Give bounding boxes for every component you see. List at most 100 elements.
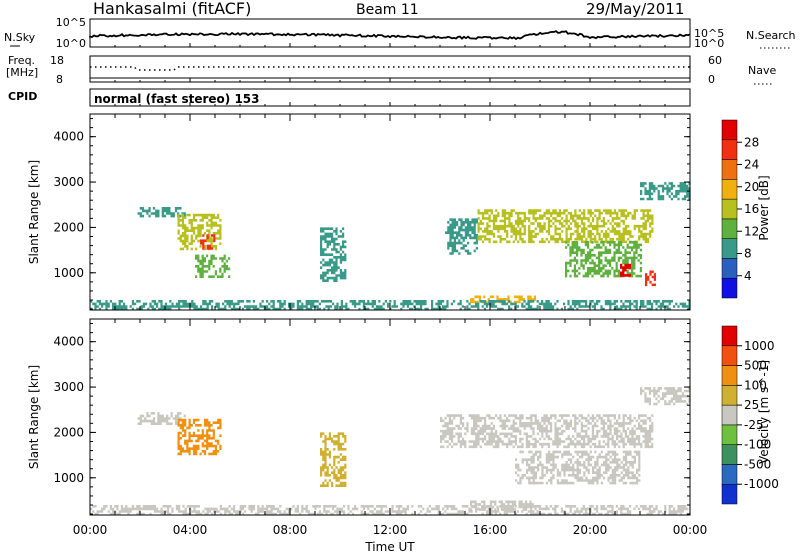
y-tick-label: 4000 [53, 335, 84, 349]
colorbar-swatch [721, 179, 738, 200]
noise-right-tick-top: 10^5 [694, 27, 724, 40]
x-tick-label: 08:00 [273, 523, 308, 537]
y-tick-label: 3000 [53, 175, 84, 189]
data-region-1 [177, 418, 222, 456]
nave-tick-top: 60 [708, 54, 722, 67]
power-x-ticks [89, 114, 691, 310]
freq-label-2: [MHz] [6, 66, 38, 79]
colorbar-tick-label: 4 [744, 269, 752, 283]
x-tick-label: 12:00 [373, 523, 408, 537]
colorbar-swatch [721, 345, 738, 366]
data-region-4 [320, 227, 347, 282]
colorbar-swatch [721, 464, 738, 485]
velocity-colorbar-swatches [721, 325, 738, 505]
power-heatmap [90, 182, 691, 311]
data-region-4 [515, 450, 641, 485]
data-region-5 [640, 387, 691, 406]
power-colorbar-ticks: 28 24 20 16 12 8 4 [737, 135, 759, 283]
colorbar-swatch [721, 444, 738, 465]
x-tick-label: 00:00 [73, 523, 108, 537]
nave-dotted-line [90, 66, 690, 71]
data-region-2 [320, 432, 347, 487]
colorbar-tick-label: 1000 [744, 339, 775, 353]
noise-right-label: N.Search [746, 29, 796, 42]
noise-left-tick-top: 10^5 [56, 16, 86, 29]
power-y-ticks: 4000 3000 2000 1000 [53, 118, 690, 310]
colorbar-swatch [721, 139, 738, 160]
data-region-9 [645, 270, 656, 287]
colorbar-swatch [721, 277, 738, 299]
freq-tick-bottom: 8 [56, 73, 63, 86]
data-region-1 [177, 213, 222, 251]
colorbar-tick-label: -500 [744, 457, 771, 471]
colorbar-swatch [721, 159, 738, 180]
colorbar-swatch [721, 325, 738, 347]
y-tick-label: 4000 [53, 130, 84, 144]
velocity-colorbar-ticks: 1000 500 100 25 -25 -100 -500 -1000 [737, 339, 779, 491]
colorbar-tick-label: 25 [744, 398, 759, 412]
velocity-x-ticks [89, 319, 691, 515]
power-colorbar-swatches [721, 119, 738, 299]
colorbar-tick-label: 500 [744, 359, 767, 373]
colorbar-swatch [721, 258, 738, 279]
colorbar-tick-label: -1000 [744, 477, 779, 491]
freq-tick-top: 18 [50, 54, 64, 67]
date-title: 29/May/2011 [586, 0, 684, 18]
noise-left-label: N.Sky [4, 31, 36, 44]
y-tick-label: 3000 [53, 380, 84, 394]
freq-label-1: Freq. [8, 54, 35, 67]
colorbar-swatch [721, 198, 738, 220]
colorbar-tick-label: 20 [744, 180, 759, 194]
x-tick-label: 16:00 [473, 523, 508, 537]
nave-label: Nave [748, 64, 776, 77]
velocity-y-ticks: 4000 3000 2000 1000 [53, 323, 690, 515]
data-region-12 [90, 300, 691, 311]
cpid-label: CPID [8, 90, 37, 103]
x-tick-label: 00:00 [673, 523, 708, 537]
data-region-0 [137, 207, 186, 218]
noise-panel: N.Sky 10^5 10^0 10^5 10^0 N.Search [4, 16, 796, 50]
data-region-5 [445, 218, 478, 255]
y-tick-label: 1000 [53, 266, 84, 280]
colorbar-swatch [721, 385, 738, 406]
noise-panel-frame [89, 18, 691, 48]
colorbar-swatch [721, 424, 738, 445]
cpid-panel: CPID normal (fast stereo) 153 [8, 88, 691, 107]
power-panel: 4000 3000 2000 1000 Slant Range [km] [27, 113, 691, 311]
colorbar-tick-label: 24 [744, 158, 759, 172]
x-axis-title: Time UT [364, 540, 415, 554]
data-region-0 [137, 412, 186, 425]
noise-left-tick-bottom: 10^0 [56, 37, 86, 50]
station-title: Hankasalmi (fitACF) [93, 0, 251, 18]
x-axis-labels: 00:00 04:00 08:00 12:00 16:00 20:00 00:00 [73, 43, 708, 537]
data-region-3 [440, 414, 654, 449]
data-region-8 [620, 263, 631, 277]
data-region-6 [477, 209, 654, 244]
colorbar-tick-label: 8 [744, 247, 752, 261]
colorbar-swatch [721, 238, 738, 259]
power-colorbar: 28 24 20 16 12 8 4 Power [dB] [721, 119, 771, 299]
colorbar-swatch [721, 404, 738, 426]
colorbar-tick-label: 28 [744, 135, 759, 149]
colorbar-tick-label: -100 [744, 438, 771, 452]
data-region-11 [470, 295, 536, 304]
velocity-heatmap [90, 387, 691, 516]
velocity-colorbar-label: Velocity [m s^-1] [757, 360, 771, 464]
freq-panel: Freq. [MHz] 18 8 60 0 Nave [6, 54, 776, 86]
velocity-ylabel: Slant Range [km] [27, 365, 41, 469]
y-tick-label: 2000 [53, 425, 84, 439]
data-region-10 [640, 182, 691, 201]
noise-right-tick-bottom: 10^0 [694, 37, 724, 50]
colorbar-swatch [721, 218, 738, 239]
beam-title: Beam 11 [356, 2, 419, 18]
data-region-2 [200, 234, 216, 250]
x-tick-label: 20:00 [573, 523, 608, 537]
colorbar-swatch [721, 119, 738, 141]
noise-line [89, 30, 691, 41]
nave-tick-bottom: 0 [708, 73, 715, 86]
y-tick-label: 1000 [53, 471, 84, 485]
data-region-3 [195, 254, 231, 278]
colorbar-swatch [721, 365, 738, 386]
cpid-text: normal (fast stereo) 153 [94, 92, 260, 106]
